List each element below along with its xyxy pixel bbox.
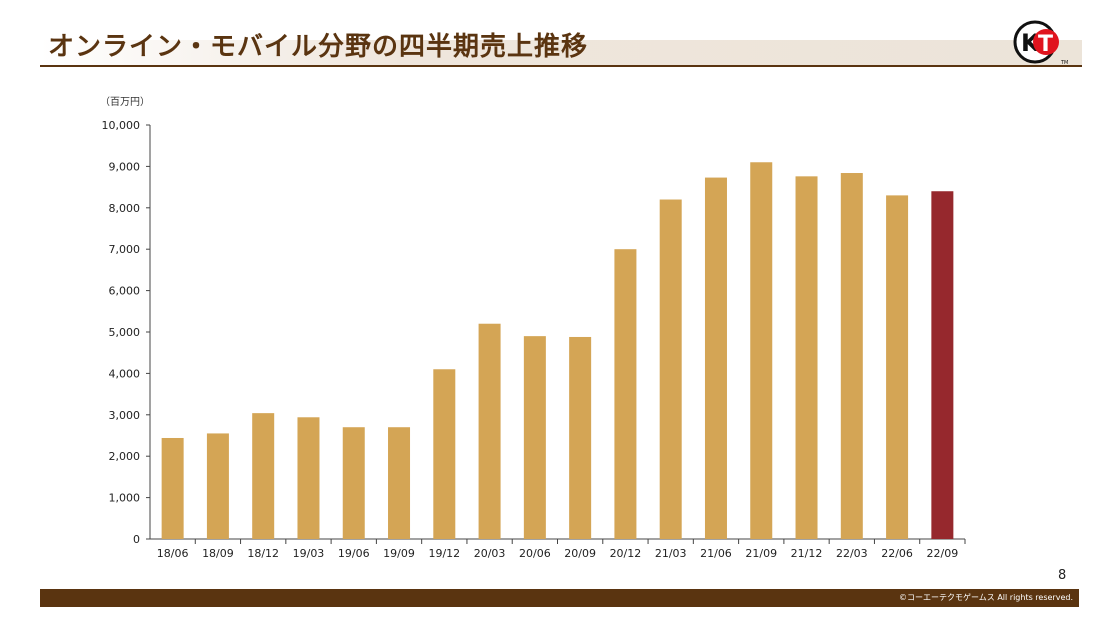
bar [478, 323, 501, 539]
y-tick-label: 1,000 [109, 492, 141, 505]
x-tick-label: 22/03 [836, 547, 868, 560]
bar [704, 177, 727, 539]
y-tick-label: 2,000 [109, 450, 141, 463]
y-tick-label: 5,000 [109, 326, 141, 339]
bar [750, 162, 773, 539]
bar [433, 369, 456, 539]
x-tick-label: 21/03 [655, 547, 687, 560]
x-tick-label: 19/03 [293, 547, 325, 560]
x-tick-label: 22/09 [927, 547, 959, 560]
logo-letter-t: T [1038, 32, 1053, 57]
bar [297, 417, 320, 539]
y-tick-label: 6,000 [109, 285, 141, 298]
x-tick-label: 21/12 [791, 547, 823, 560]
bar [342, 427, 365, 539]
y-tick-label: 10,000 [102, 119, 141, 132]
footer-bar: ©コーエーテクモゲームス All rights reserved. [40, 589, 1079, 607]
bar [659, 199, 682, 539]
logo-trademark: TM [1060, 60, 1068, 66]
bar [161, 437, 184, 539]
x-tick-label: 20/03 [474, 547, 506, 560]
bar [795, 176, 818, 539]
page-number: 8 [1058, 568, 1067, 583]
y-tick-label: 8,000 [109, 202, 141, 215]
bar [388, 427, 411, 539]
x-tick-label: 19/06 [338, 547, 370, 560]
y-tick-label: 4,000 [109, 367, 141, 380]
bar-chart: （百万円） 0 1,000 2,000 3,000 4,000 5,000 6,000 7,00… [100, 96, 966, 560]
page-title: オンライン・モバイル分野の四半期売上推移 [48, 32, 589, 62]
y-tick-label: 0 [133, 533, 140, 546]
bar [206, 433, 229, 539]
x-tick-label: 19/09 [383, 547, 415, 560]
x-tick-label: 22/06 [881, 547, 913, 560]
y-tick-label: 9,000 [109, 160, 141, 173]
x-tick-label: 20/06 [519, 547, 551, 560]
bar [252, 413, 275, 539]
y-tick-label: 7,000 [109, 243, 141, 256]
header-band [40, 40, 1082, 65]
x-tick-label: 18/09 [202, 547, 234, 560]
header-rule [40, 65, 1082, 67]
bar [569, 336, 592, 539]
x-tick-label: 18/12 [247, 547, 279, 560]
bar [840, 173, 863, 540]
y-tick-label: 3,000 [109, 409, 141, 422]
bar [523, 336, 546, 539]
bar [614, 249, 637, 539]
x-tick-label: 18/06 [157, 547, 189, 560]
x-tick-label: 20/09 [564, 547, 596, 560]
y-unit-label: （百万円） [100, 96, 150, 108]
bar [886, 195, 909, 539]
company-logo: K T TM [1013, 20, 1068, 66]
x-tick-label: 21/06 [700, 547, 732, 560]
x-tick-label: 19/12 [428, 547, 460, 560]
chart-area: （百万円） 0 1,000 2,000 3,000 4,000 5,000 6,000 7,00… [100, 96, 966, 560]
x-tick-label: 21/09 [745, 547, 777, 560]
x-tick-label: 20/12 [610, 547, 642, 560]
copyright-text: ©コーエーテクモゲームス All rights reserved. [899, 593, 1073, 602]
bar [931, 191, 954, 540]
